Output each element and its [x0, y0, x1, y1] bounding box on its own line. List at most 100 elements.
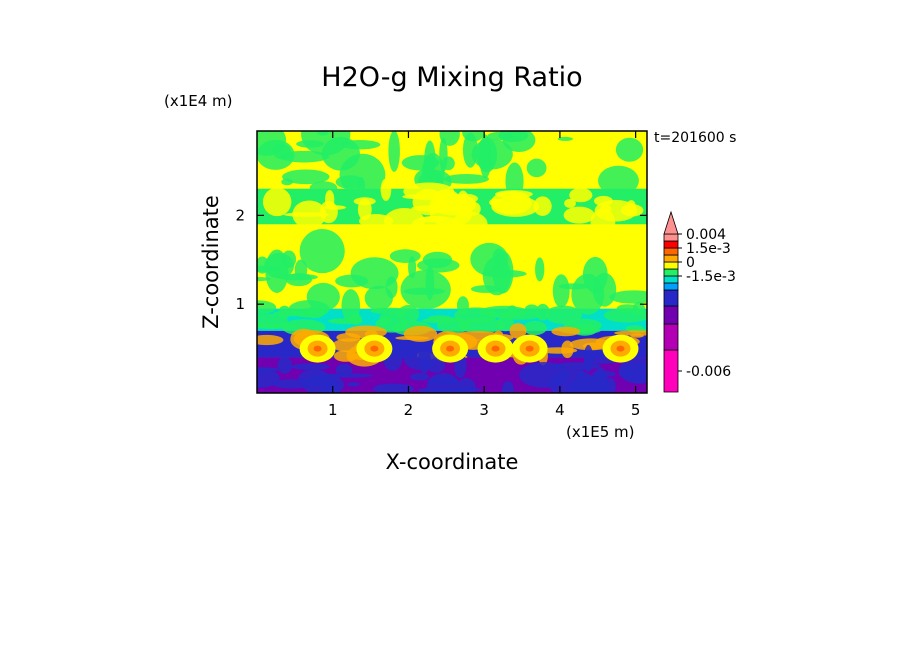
x-axis-title: X-coordinate [386, 450, 519, 474]
y-tick-label: 1 [235, 295, 245, 313]
contour-patch [451, 211, 488, 237]
colorbar-label: 1.5e-3 [686, 241, 731, 257]
contour-patch [471, 139, 513, 170]
contour-patch [403, 345, 438, 371]
contour-patch [501, 381, 514, 393]
contour-patch [296, 140, 324, 148]
x-tick-label: 2 [404, 401, 414, 419]
x-tick-label: 3 [479, 401, 489, 419]
colorbar-segment [663, 275, 679, 284]
contour-patch [609, 290, 647, 304]
y-axis: 12 [235, 206, 647, 313]
contour-patch [281, 250, 297, 268]
contour-patch [403, 287, 446, 296]
contour-patch [552, 362, 602, 370]
contour-patch [257, 367, 281, 372]
contour-patch [467, 202, 481, 216]
x-unit-label: (x1E5 m) [566, 423, 635, 441]
contour-patch [389, 249, 421, 263]
contour-patch [292, 200, 327, 229]
y-axis-title: Z-coordinate [199, 195, 223, 329]
contour-patch [262, 187, 292, 217]
contour-patch [383, 208, 425, 235]
colorbar-segment [663, 289, 679, 307]
contour-patch [552, 274, 570, 308]
contour-patch [446, 345, 455, 352]
contour-patch [291, 363, 330, 371]
contour-patch [443, 174, 490, 184]
contour-patch [630, 333, 644, 338]
contour-patch [544, 305, 583, 324]
contour-features [257, 131, 647, 393]
contour-patch [535, 303, 550, 321]
contour-patch [418, 216, 447, 223]
contour-patch [525, 345, 534, 352]
contour-patch [380, 178, 392, 201]
contour-patch [564, 198, 576, 208]
contour-patch [282, 169, 330, 185]
contour-patch [632, 301, 645, 316]
contour-patch [299, 228, 345, 274]
contour-patch [425, 264, 435, 301]
contour-patch [316, 131, 329, 136]
contour-patch [533, 196, 552, 217]
contour-patch [348, 316, 360, 323]
x-axis: 1 2 3 4 5 [328, 131, 640, 419]
contour-patch [509, 323, 527, 339]
contour-patch [257, 276, 272, 282]
plot-frame [256, 130, 648, 394]
colorbar-segment [663, 305, 679, 325]
contour-patch [421, 317, 460, 324]
contour-patch [311, 375, 324, 382]
contour-patch [489, 198, 501, 207]
contour-patch [615, 137, 644, 162]
contour-patch [417, 258, 460, 273]
colorbar-segment [663, 247, 679, 256]
contour-patch [276, 273, 318, 281]
contour-patch [454, 193, 478, 204]
time-label: t=201600 s [654, 130, 736, 146]
contour-patch [593, 195, 613, 206]
contour-patch [411, 205, 459, 212]
contour-patch [356, 176, 366, 196]
chart-title: H2O-g Mixing Ratio [321, 62, 582, 93]
contour-patch [257, 300, 277, 315]
contour-patch [433, 189, 459, 206]
contour-patch [281, 178, 293, 186]
colorbar-label: 0.004 [686, 227, 726, 243]
contour-patch [336, 333, 361, 342]
contour-patch [379, 313, 391, 327]
contour-patch [481, 269, 527, 278]
x-tick-label: 4 [555, 401, 565, 419]
contour-patch [569, 187, 593, 203]
colorbar-extend-arrow [663, 210, 679, 235]
contour-patch [523, 320, 547, 336]
contour-patch [335, 363, 353, 377]
plot-area [257, 131, 647, 393]
contour-patch [535, 257, 545, 282]
contour-patch [388, 131, 400, 172]
contour-patch [457, 317, 506, 333]
contour-patch [277, 357, 293, 374]
contour-patch [538, 347, 578, 354]
contour-patch [357, 198, 372, 221]
contour-patch [410, 372, 430, 381]
contour-patch [272, 143, 292, 160]
contour-patch [385, 276, 398, 299]
contour-patch [495, 190, 533, 199]
y-tick-label: 2 [235, 206, 245, 224]
colorbar-segment [663, 254, 679, 263]
contour-patch [604, 378, 616, 393]
contour-patch [313, 345, 322, 352]
colorbar-segment [663, 268, 679, 277]
contour-patch [370, 307, 409, 315]
colorbar-segment [663, 282, 679, 291]
colorbar-segment [663, 233, 679, 242]
colorbar-segment [663, 240, 679, 249]
contour-patch [257, 334, 284, 346]
colorbar-label: -0.006 [686, 364, 731, 380]
contour-patch [350, 257, 399, 290]
contour-patch [616, 304, 639, 314]
contour-patch [557, 136, 573, 141]
